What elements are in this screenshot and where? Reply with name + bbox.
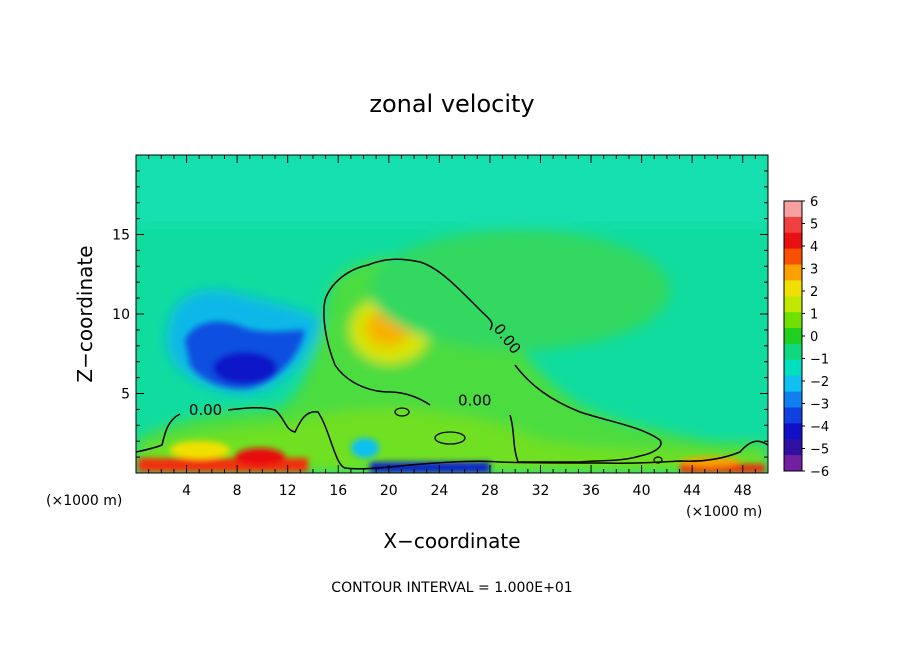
x-tick-label: 48 <box>734 483 752 499</box>
colorbar: 6 5 4 3 2 1 0 −1 −2 −3 −4 −5 −6 <box>783 195 829 480</box>
y-axis-label: Z−coordinate <box>73 245 97 382</box>
colorbar-swatch <box>784 407 802 424</box>
colorbar-swatch <box>784 296 802 313</box>
colorbar-tick-label: −3 <box>810 398 829 413</box>
colorbar-swatch <box>784 343 802 361</box>
x-tick-label: 12 <box>279 483 297 499</box>
colorbar-tick-label: 1 <box>810 308 818 323</box>
field-green-lower <box>136 408 768 473</box>
y-axis-ticks: 5 10 15 <box>112 170 768 458</box>
y-tick-label: 10 <box>112 307 130 323</box>
x-tick-label: 16 <box>329 483 347 499</box>
colorbar-swatch <box>784 232 802 250</box>
colorbar-swatch <box>784 280 802 297</box>
colorbar-swatch <box>784 248 802 266</box>
zero-contour-main <box>136 406 768 470</box>
field-positive-plume <box>136 257 768 473</box>
colorbar-swatch <box>784 216 802 234</box>
colorbar-swatch <box>784 455 802 472</box>
x-tick-label: 32 <box>532 483 550 499</box>
colorbar-swatch <box>784 264 802 281</box>
colorbar-swatch <box>784 439 802 456</box>
contour-label: 0.00 <box>189 401 222 419</box>
zero-contour-small-3 <box>653 456 663 464</box>
colorbar-tick-label: 6 <box>810 195 818 210</box>
field-upper-band <box>136 155 768 225</box>
colorbar-tick-label: 4 <box>810 240 818 255</box>
colorbar-tick-label: 3 <box>810 263 818 278</box>
colorbar-tick-label: −1 <box>810 353 829 368</box>
zero-contour-small-2 <box>394 407 410 417</box>
contour-label: 0.00 <box>458 391 491 409</box>
x-tick-label: 8 <box>233 483 242 499</box>
chart-title: zonal velocity <box>369 90 534 118</box>
x-tick-label: 44 <box>683 483 701 499</box>
colorbar-tick-label: 5 <box>810 218 818 233</box>
field-surface-orange-right <box>680 457 740 467</box>
field-upper-green <box>370 230 670 350</box>
x-tick-label: 36 <box>582 483 600 499</box>
x-unit-left: (×1000 m) <box>46 493 122 509</box>
colorbar-swatch <box>784 391 802 408</box>
field-surface-cyan <box>351 438 379 458</box>
colorbar-tick-label: −6 <box>810 465 829 480</box>
x-tick-label: 40 <box>633 483 651 499</box>
colorbar-tick-label: −5 <box>810 443 829 458</box>
field-negative-core-inner <box>213 352 277 384</box>
colorbar-tick-label: −4 <box>810 420 829 435</box>
colorbar-swatch <box>784 423 802 440</box>
zero-contour-small-1 <box>434 431 466 445</box>
colorbar-tick-label: 2 <box>810 285 818 300</box>
colorbar-swatch <box>784 201 802 218</box>
x-tick-label: 20 <box>380 483 398 499</box>
y-tick-label: 15 <box>112 228 130 244</box>
x-axis-label: X−coordinate <box>383 529 520 553</box>
colorbar-swatch <box>784 328 802 345</box>
x-axis-ticks: 4 8 12 16 20 24 28 32 36 40 44 48 <box>148 155 756 499</box>
y-tick-label: 5 <box>121 387 130 403</box>
plot-area <box>136 155 768 473</box>
x-unit-right: (×1000 m) <box>686 504 762 520</box>
colorbar-tick-label: −2 <box>810 375 829 390</box>
field-surface-blue <box>370 462 490 473</box>
contour-interval-note: CONTOUR INTERVAL = 1.000E+01 <box>331 580 572 596</box>
x-tick-label: 28 <box>481 483 499 499</box>
colorbar-swatch <box>784 359 802 377</box>
x-tick-label: 24 <box>430 483 448 499</box>
x-tick-label: 4 <box>182 483 191 499</box>
colorbar-swatch <box>784 375 802 393</box>
colorbar-tick-label: 0 <box>810 330 818 345</box>
colorbar-swatch <box>784 312 802 329</box>
field-surface-yellow-blob <box>170 441 230 459</box>
field-surface-red-right <box>680 464 765 473</box>
zero-contour-plume <box>323 258 662 463</box>
field-surface-red-blob <box>235 448 285 466</box>
